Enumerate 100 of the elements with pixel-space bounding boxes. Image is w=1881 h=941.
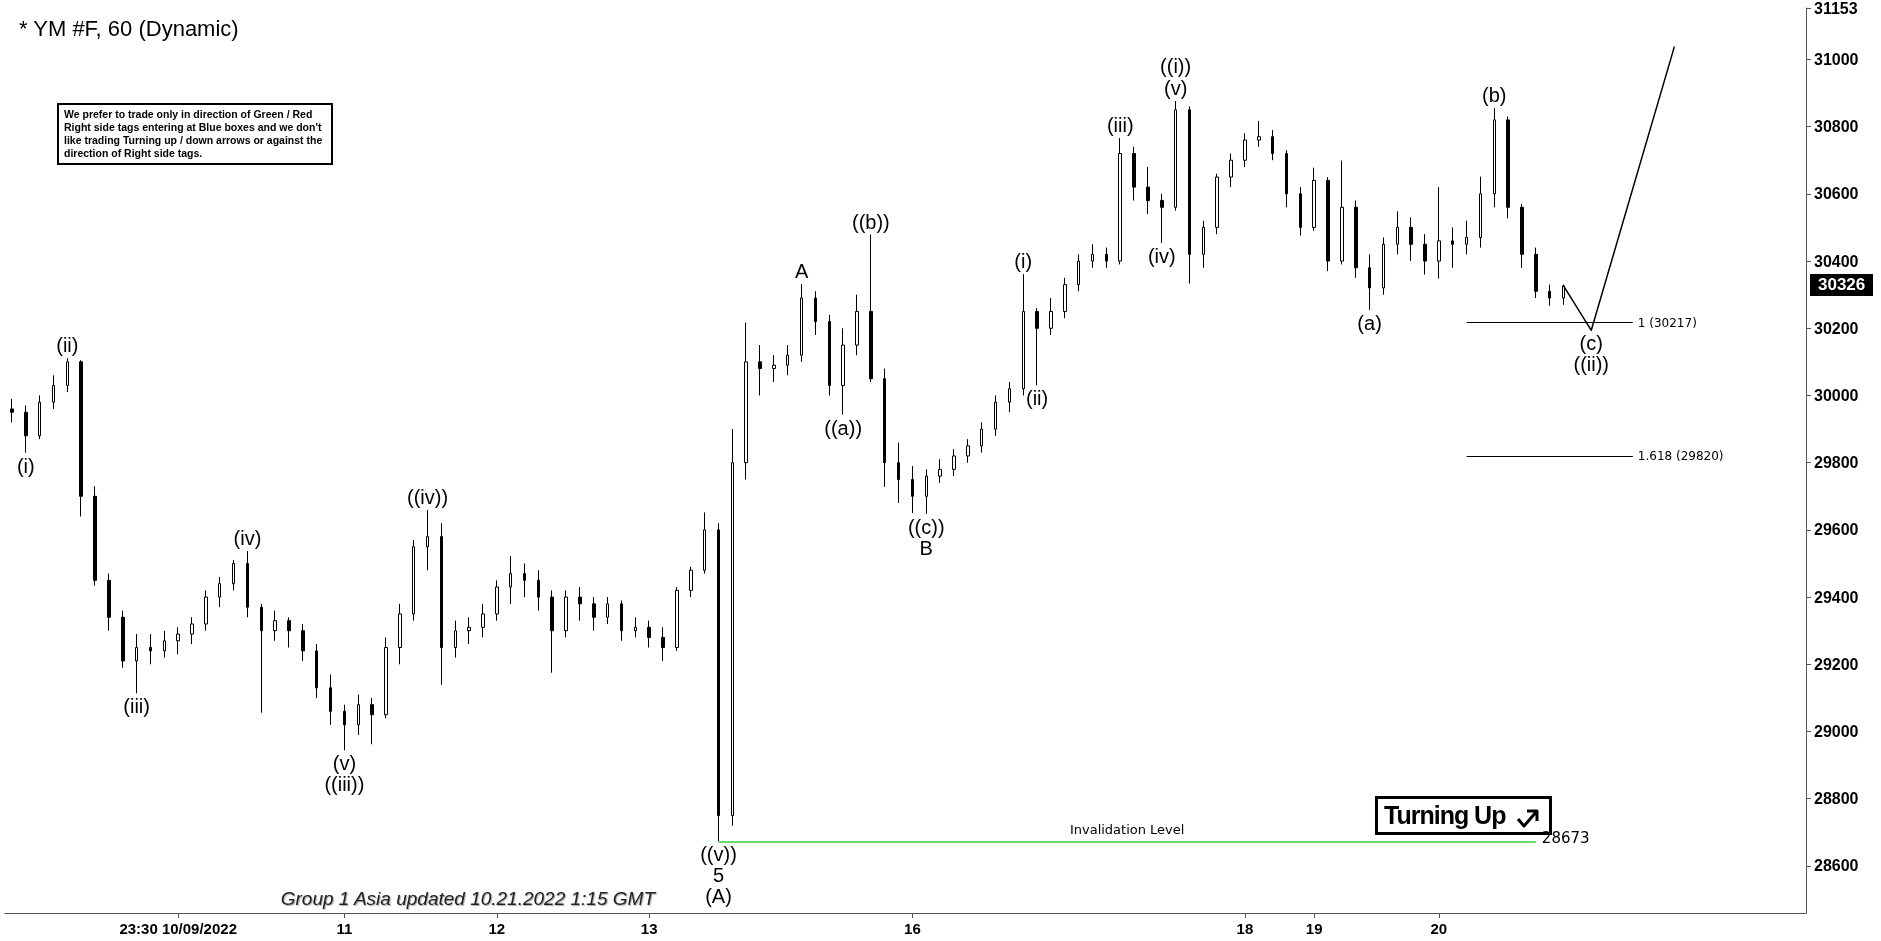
candlestick: [1299, 186, 1302, 237]
candlestick: [495, 579, 499, 622]
candlestick: [966, 438, 970, 464]
annotation: 5: [712, 864, 725, 887]
annotation: We prefer to trade only in direction of Green / Red Right side tags entering at Blue boxes and we don't like trading Turning up / down arrows or against the direction of Right side tags.: [57, 103, 333, 165]
annotation: (c): [1579, 332, 1603, 355]
candlestick: [1409, 216, 1413, 262]
y-tick-label: 30200: [1814, 319, 1859, 337]
annotation: (iii): [1106, 114, 1134, 137]
candlestick: [260, 603, 263, 714]
candlestick: [925, 468, 928, 515]
candlestick: [218, 576, 221, 608]
candlestick: [440, 522, 443, 686]
candlestick: [1368, 253, 1371, 311]
annotation: ((ii)): [1573, 353, 1610, 376]
candlestick: [1160, 193, 1164, 244]
annotation: (v): [1163, 77, 1188, 100]
candlestick: [1105, 247, 1108, 269]
annotation: (ii): [56, 334, 79, 357]
candlestick: [550, 589, 554, 674]
candlestick: [246, 550, 249, 618]
candlestick: [1382, 237, 1385, 296]
candlestick: [1506, 116, 1510, 219]
x-tick-label: 18: [1236, 920, 1254, 937]
candlestick: [135, 633, 138, 694]
annotation: ((c)): [907, 515, 945, 538]
candlestick: [66, 357, 69, 393]
candlestick: [1215, 173, 1219, 235]
text: 30326: [1810, 273, 1874, 296]
candlestick: [1077, 253, 1080, 292]
candlestick: [357, 694, 360, 736]
annotation: (iii): [123, 695, 150, 718]
candlestick: [1271, 129, 1274, 161]
chart-title: * YM #F, 60 (Dynamic): [19, 15, 239, 41]
candlestick: [883, 368, 886, 488]
candlestick: [467, 616, 471, 645]
candlestick: [1118, 137, 1122, 265]
candlestick: [1174, 100, 1177, 212]
annotation: ((iv)): [406, 486, 449, 509]
candlestick: [1049, 297, 1053, 336]
candlestick: [1008, 381, 1011, 413]
annotation: Group 1 Asia updated 10.21.2022 1:15 GMT: [280, 888, 655, 910]
candlestick: [689, 566, 693, 598]
candlestick: [1312, 167, 1316, 232]
candlestick: [647, 620, 651, 649]
candlestick: [1022, 273, 1025, 396]
candlestick: [800, 283, 803, 363]
candlestick: [1035, 307, 1039, 386]
x-tick-label: 16: [904, 920, 921, 937]
candlestick: [564, 589, 568, 638]
candlestick: [329, 673, 332, 726]
annotation: ((a)): [824, 416, 863, 439]
y-tick-label: 29000: [1814, 723, 1859, 741]
annotation: ((iii)): [324, 773, 365, 796]
candlestick: [1091, 243, 1094, 269]
candlestick: [1326, 176, 1330, 272]
candlestick: [841, 327, 845, 416]
candlestick: [731, 428, 734, 827]
candlestick: [606, 596, 609, 625]
candlestick: [1423, 233, 1427, 275]
candlestick: [204, 589, 208, 632]
ref-line-label: Invalidation Level: [1069, 822, 1185, 838]
x-tick-label: 23:30 10/09/2022: [119, 920, 237, 937]
y-tick-label: 28800: [1814, 790, 1859, 808]
candlestick: [412, 539, 415, 622]
candlestick: [24, 405, 28, 454]
candlestick: [52, 374, 55, 410]
candlestick: [994, 394, 997, 437]
annotation: (ii): [1026, 387, 1049, 410]
candlestick: [1340, 160, 1344, 265]
candlestick: [620, 599, 623, 642]
annotation: Turning Up: [1384, 801, 1506, 829]
candlestick: [661, 626, 665, 662]
candlestick: [523, 563, 526, 598]
candlestick: [273, 610, 277, 642]
candlestick: [869, 234, 873, 383]
candlestick: [744, 322, 748, 480]
candlestick: [772, 354, 776, 383]
ref-line-label: 1.618 (29820): [1637, 448, 1724, 463]
candlestick: [93, 485, 97, 587]
candlestick: [717, 522, 720, 842]
candlestick: [1188, 105, 1191, 285]
candlestick: [232, 559, 235, 591]
candlestick: [592, 596, 596, 632]
candlestick: [634, 616, 637, 638]
candlestick: [1548, 284, 1551, 307]
candlestick: [1229, 153, 1233, 188]
candlestick: [79, 359, 83, 517]
x-tick-label: 12: [488, 920, 506, 937]
candlestick: [1396, 210, 1399, 255]
candlestick: [814, 290, 817, 336]
candlestick: [176, 626, 180, 655]
y-tick-label: 29400: [1814, 588, 1859, 606]
candlestick: [426, 509, 429, 571]
y-tick-label: 30000: [1814, 386, 1859, 404]
candlestick: [980, 421, 983, 454]
annotation: ((i)): [1160, 55, 1192, 78]
candlestick: [1257, 120, 1261, 148]
candlestick: [897, 442, 900, 504]
x-tick-label: 13: [640, 920, 658, 937]
